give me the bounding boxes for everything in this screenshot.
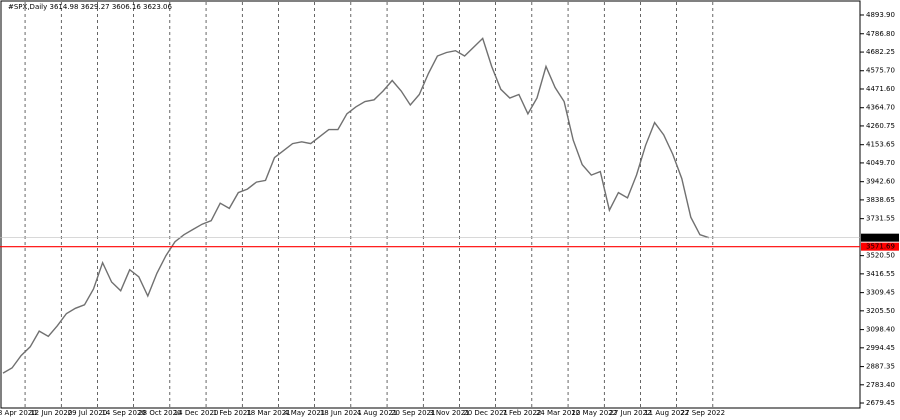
y-tick-label: 4153.65 [866,141,895,149]
y-tick-label: 3309.45 [866,289,895,297]
y-tick-label: 3098.40 [866,326,895,334]
y-tick-label: 3416.55 [866,270,895,278]
x-tick-label: 10 May 2022 [571,409,617,417]
level-box [861,242,899,251]
x-tick-label: 4 May 2021 [284,409,325,417]
x-tick-label: 24 Mar 2022 [536,409,580,417]
y-tick-label: 4786.80 [866,30,895,38]
y-tick-label: 2887.35 [866,363,895,371]
x-tick-label: 27 Sep 2022 [681,409,725,417]
y-tick-label: 3942.60 [866,178,895,186]
y-tick-label: 2783.40 [866,381,895,389]
y-tick-label: 4049.70 [866,159,895,167]
plot-frame [0,0,861,409]
x-tick-label: 11 Aug 2022 [644,409,689,417]
x-tick-label: 29 Jul 2020 [68,409,108,417]
x-tick-label: 20 Sep 2021 [391,409,435,417]
level-label: 3571.69 [866,243,895,251]
x-tick-label: 1 Feb 2021 [213,409,252,417]
y-tick-label: 4471.60 [866,85,895,93]
x-tick-label: 20 Dec 2021 [463,409,508,417]
x-tick-label: 7 Feb 2022 [502,409,541,417]
x-tick-label: 27 Jun 2022 [609,409,651,417]
chart-title: #SPX,Daily 3614.98 3629.27 3606.16 3623.… [8,3,172,11]
y-tick-label: 4682.25 [866,48,895,56]
y-tick-label: 2679.45 [866,399,895,407]
y-tick-label: 3731.55 [866,215,895,223]
last-price-label: 3623.06 [866,234,895,242]
price-line [2,37,710,374]
x-tick-label: 12 Jun 2020 [30,409,72,417]
y-tick-label: 3838.65 [866,196,895,204]
x-tick-label: 14 Sep 2020 [101,409,145,417]
y-tick-label: 4364.70 [866,104,895,112]
y-tick-label: 4575.70 [866,67,895,75]
y-tick-label: 4893.90 [866,11,895,19]
y-tick-label: 3205.50 [866,307,895,315]
x-tick-label: 3 Nov 2021 [429,409,469,417]
y-tick-label: 3520.50 [866,252,895,260]
x-tick-label: 28 Apr 2020 [0,409,37,417]
y-tick-label: 2994.45 [866,344,895,352]
x-tick-label: 28 Oct 2020 [138,409,181,417]
y-tick-label: 4260.75 [866,122,895,130]
last-price-box [861,233,899,242]
x-tick-label: 14 Dec 2020 [174,409,219,417]
x-tick-label: 4 Aug 2021 [357,409,397,417]
x-tick-label: 18 Mar 2021 [246,409,290,417]
x-tick-label: 18 Jun 2021 [320,409,362,417]
